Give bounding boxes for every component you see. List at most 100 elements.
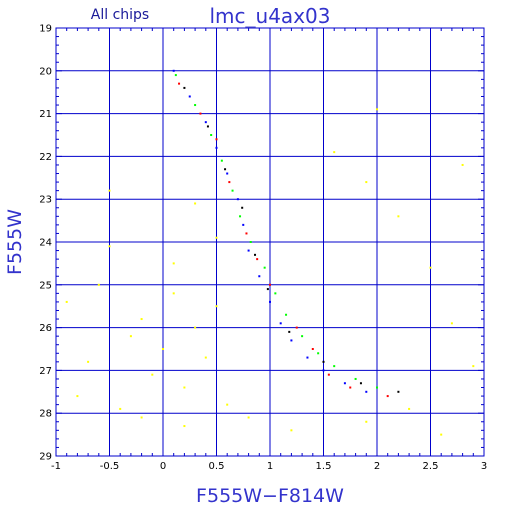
data-point: [226, 403, 229, 406]
data-point: [215, 236, 218, 239]
x-tick-label: 0.5: [209, 461, 225, 472]
data-point: [397, 390, 400, 393]
y-tick-label: 26: [39, 323, 52, 334]
x-tick-label: 0: [160, 461, 166, 472]
data-point: [247, 416, 250, 419]
ticks-layer: [55, 27, 485, 457]
tick-labels-layer: -1 -0.5 0 0.5 1 1.5 2 2.5 3 19 20 21 22 23 24 25 26 27 28 2…: [39, 24, 487, 473]
x-tick-label: 1: [267, 461, 273, 472]
data-point: [279, 322, 282, 325]
data-point: [119, 407, 122, 410]
y-tick-label: 23: [39, 195, 52, 206]
data-point: [172, 292, 175, 295]
data-point: [140, 416, 143, 419]
data-point: [256, 258, 259, 261]
data-point: [151, 373, 154, 376]
data-point: [239, 215, 242, 218]
data-point: [194, 202, 197, 205]
data-point: [194, 326, 197, 329]
x-tick-label: 2: [374, 461, 380, 472]
y-tick-label: 27: [39, 366, 52, 377]
data-point: [76, 395, 79, 398]
data-point: [354, 377, 357, 380]
data-point: [288, 330, 291, 333]
data-point: [65, 300, 68, 303]
data-point: [472, 365, 475, 368]
x-tick-label: 2.5: [423, 461, 439, 472]
data-point: [245, 232, 248, 235]
data-point: [429, 266, 432, 269]
data-point: [295, 326, 298, 329]
data-point: [183, 386, 186, 389]
data-point: [365, 390, 368, 393]
data-point: [365, 181, 368, 184]
data-point: [226, 172, 229, 175]
data-points-layer: [65, 69, 475, 436]
data-point: [172, 262, 175, 265]
y-tick-label: 20: [39, 66, 52, 77]
data-point: [461, 163, 464, 166]
data-point: [450, 322, 453, 325]
data-point: [285, 313, 288, 316]
data-point: [87, 360, 90, 363]
data-point: [317, 352, 320, 355]
data-point: [349, 386, 352, 389]
data-point: [322, 369, 325, 372]
data-point: [290, 429, 293, 432]
data-point: [204, 121, 207, 124]
data-point: [188, 95, 191, 98]
data-point: [269, 300, 271, 303]
data-point: [343, 382, 346, 385]
y-tick-label: 24: [39, 238, 52, 249]
data-point: [266, 288, 269, 291]
data-point: [258, 275, 261, 278]
data-point: [236, 198, 239, 201]
data-point: [228, 181, 231, 184]
data-point: [301, 335, 304, 338]
y-tick-label: 19: [39, 24, 52, 35]
y-tick-label: 22: [39, 152, 52, 163]
data-point: [220, 159, 223, 162]
x-tick-label: 1.5: [316, 461, 332, 472]
data-point: [247, 249, 250, 252]
data-point: [97, 283, 100, 286]
data-point: [199, 112, 202, 115]
data-point: [386, 395, 389, 398]
data-point: [408, 407, 411, 410]
data-point: [249, 241, 252, 243]
data-point: [333, 151, 336, 154]
data-point: [183, 86, 186, 89]
data-point: [231, 189, 234, 192]
data-point: [290, 339, 293, 342]
chart-subtitle: All chips: [91, 7, 149, 23]
data-point: [376, 108, 378, 111]
y-tick-label: 28: [39, 409, 52, 420]
y-axis-label: F555W: [4, 209, 26, 275]
data-point: [242, 223, 245, 226]
data-point: [108, 189, 111, 192]
data-point: [263, 266, 266, 269]
data-point: [215, 305, 218, 308]
data-point: [162, 348, 164, 350]
data-point: [206, 125, 209, 128]
data-point: [140, 318, 143, 321]
y-tick-label: 21: [39, 109, 52, 120]
data-point: [178, 82, 181, 85]
data-point: [322, 360, 325, 363]
data-point: [333, 365, 336, 368]
data-point: [194, 104, 197, 107]
data-point: [129, 335, 132, 338]
data-point: [254, 253, 257, 256]
data-point: [224, 168, 227, 171]
data-point: [241, 206, 244, 209]
data-point: [359, 382, 362, 385]
data-point: [327, 373, 330, 376]
data-point: [183, 425, 186, 428]
chart-title: lmc_u4ax03: [210, 4, 331, 28]
data-point: [397, 215, 400, 218]
data-point: [306, 356, 309, 359]
data-point: [376, 386, 378, 389]
y-tick-label: 29: [39, 452, 52, 463]
